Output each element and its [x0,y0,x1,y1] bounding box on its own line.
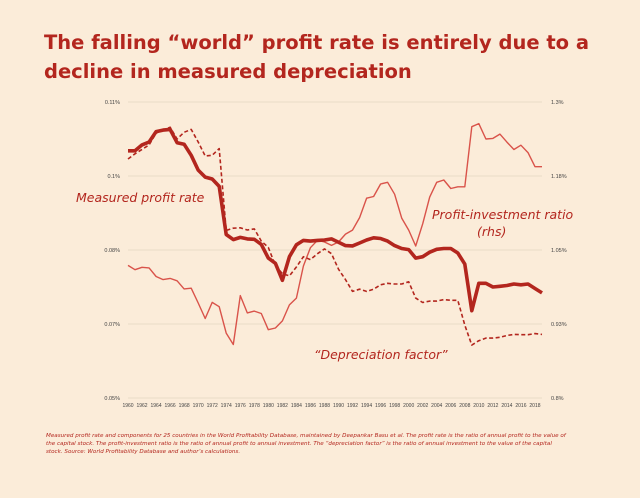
x-tick-label: 2002 [417,403,428,409]
x-tick-label: 1962 [136,403,147,409]
annotation-profit-rate: Measured profit rate [76,190,205,205]
x-tick-label: 1992 [347,403,358,409]
x-tick-label: 1978 [249,403,260,409]
series-line-depreciation-factor [127,126,543,346]
annotation-depreciation-factor: “Depreciation factor” [314,347,448,362]
x-tick-label: 1972 [207,403,218,409]
y-left-tick-label: 0.1% [107,174,120,180]
axis-ticks: 0.11% 0.1% 0.08% 0.07% 0.05% 1.3% 1.18% 1.05% 0.… [104,100,566,409]
x-tick-label: 2010 [473,403,484,409]
y-right-tick-label: 1.3% [551,100,564,106]
x-tick-label: 1964 [151,403,162,409]
annotation-profit-investment-ratio: Profit-investment ratio [432,207,574,222]
y-right-tick-label: 0.8% [551,396,564,402]
x-tick-label: 1980 [263,403,274,409]
x-tick-label: 1960 [122,403,133,409]
y-left-tick-label: 0.07% [104,322,120,328]
x-tick-label: 1966 [165,403,176,409]
gridlines [128,101,542,399]
x-tick-label: 1968 [179,403,190,409]
y-left-tick-label: 0.11% [105,100,120,106]
x-tick-label: 1986 [305,403,316,409]
x-tick-label: 1982 [277,403,288,409]
y-right-tick-label: 1.18% [551,174,567,180]
x-tick-label: 2004 [431,403,442,409]
series-line-profit-investment-ratio [127,122,542,346]
x-tick-label: 2000 [403,403,414,409]
x-tick-label: 2016 [515,403,526,409]
x-tick-label: 1988 [319,403,330,409]
x-tick-label: 2006 [445,403,456,409]
x-tick-label: 1970 [193,403,204,409]
y-right-tick-label: 1.05% [551,248,567,254]
x-tick-label: 1974 [221,403,232,409]
y-left-tick-label: 0.05% [104,396,120,402]
series-lines [127,122,543,346]
chart-title: The falling “world” profit rate is entir… [44,31,590,83]
x-tick-label: 1984 [291,403,302,409]
footnote: Measured profit rate and components for … [46,433,566,456]
x-tick-label: 2012 [487,403,498,409]
x-tick-label: 1996 [375,403,386,409]
y-left-tick-label: 0.08% [104,248,120,254]
x-tick-label: 1976 [235,403,246,409]
x-tick-label: 1990 [333,403,344,409]
annotation-profit-investment-ratio-rhs: (rhs) [477,224,506,239]
series-line-profit-rate [128,127,543,313]
x-tick-label: 1994 [361,403,372,409]
x-tick-label: 2014 [501,403,512,409]
x-tick-label: 2008 [459,403,470,409]
x-tick-label: 1998 [389,403,400,409]
y-right-tick-label: 0.93% [551,322,567,328]
x-tick-label: 2018 [529,403,540,409]
